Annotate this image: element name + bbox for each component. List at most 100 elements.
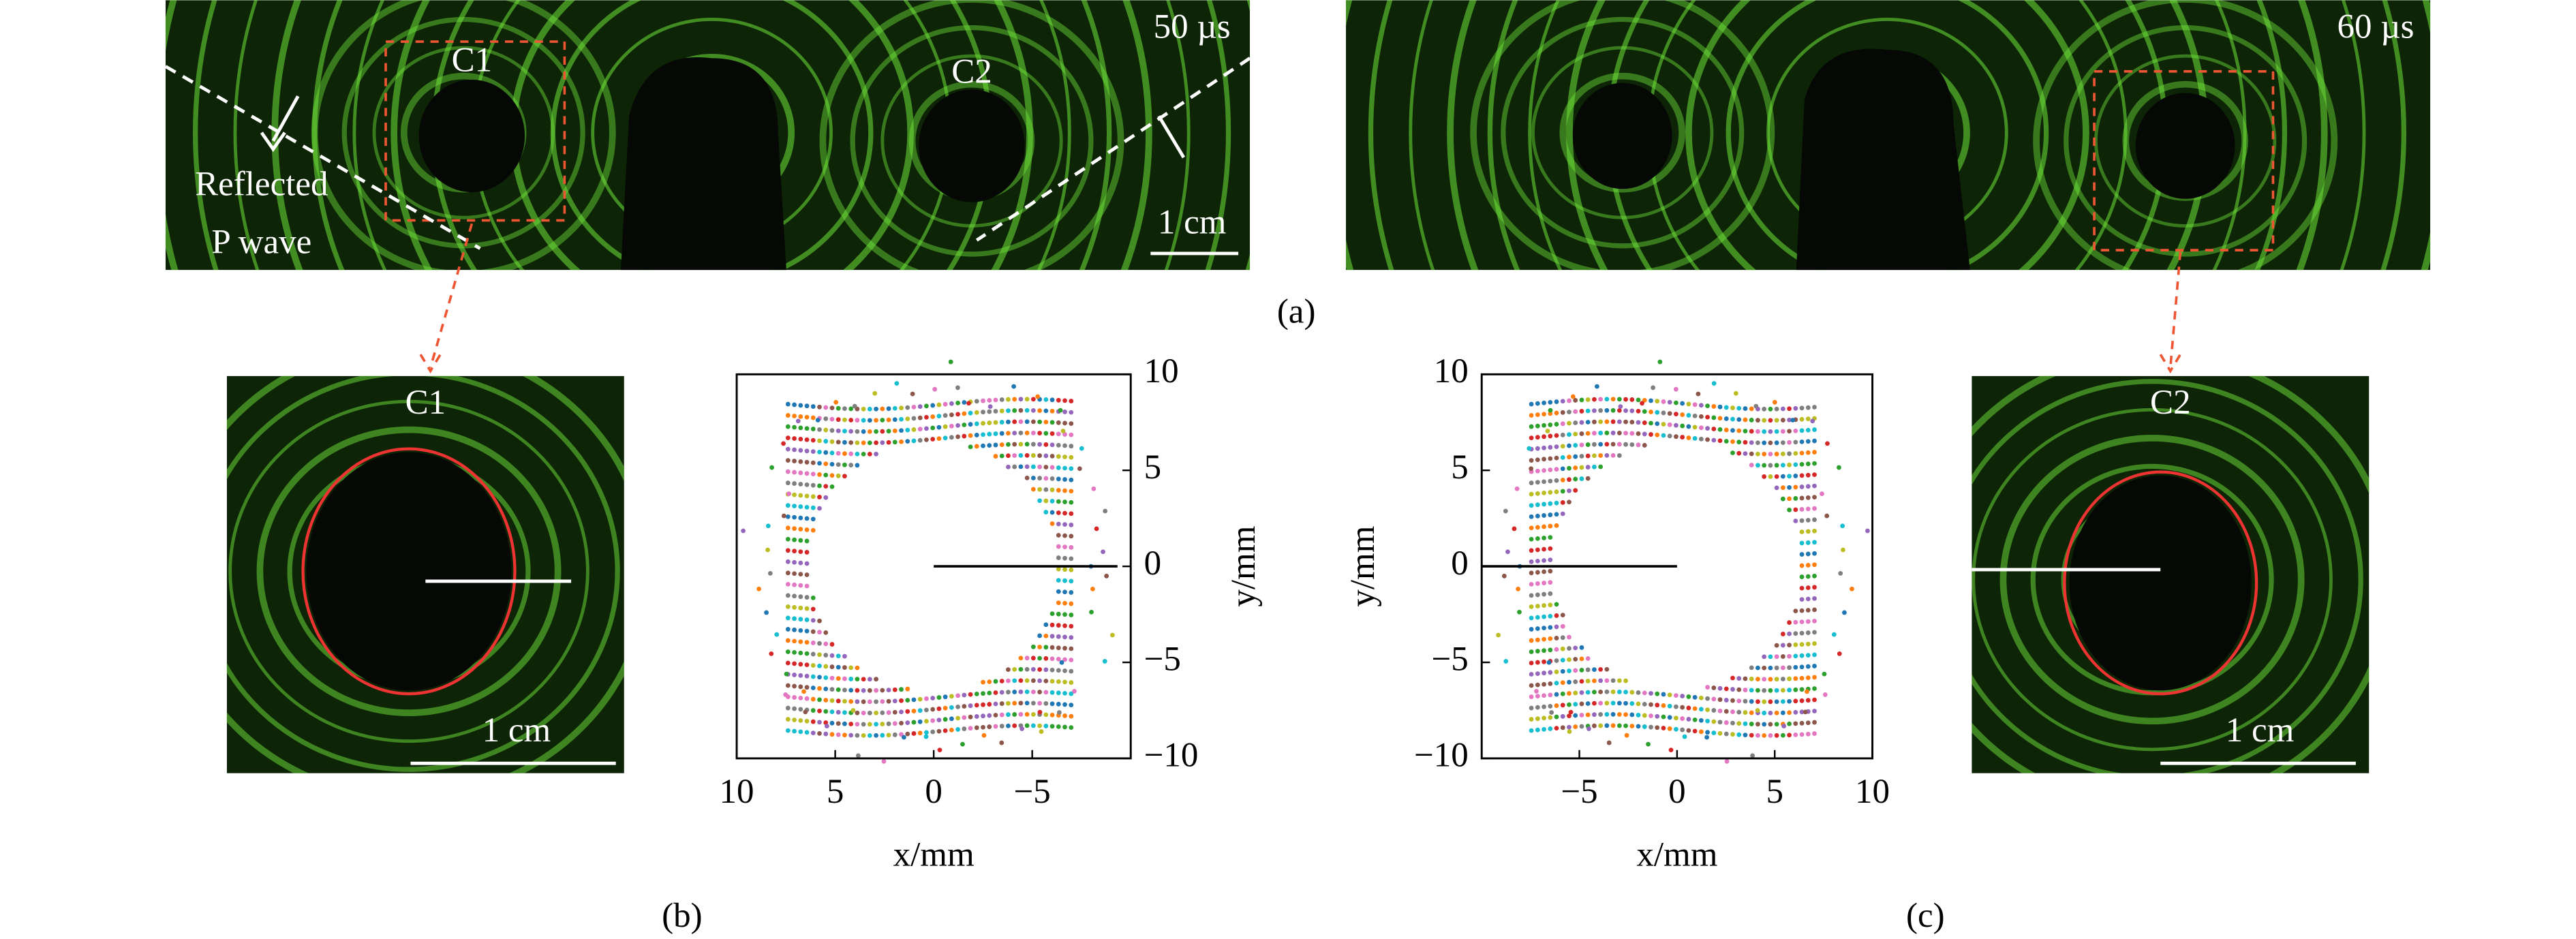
node	[798, 448, 803, 453]
node	[1592, 442, 1597, 447]
node	[1012, 666, 1017, 672]
node	[1529, 424, 1534, 429]
node	[924, 696, 929, 701]
node	[1812, 438, 1817, 444]
node	[1542, 400, 1546, 405]
node	[1592, 667, 1597, 672]
node	[1755, 722, 1760, 727]
node	[1535, 570, 1540, 575]
node	[1749, 440, 1754, 445]
node	[1692, 425, 1698, 430]
node	[1069, 444, 1074, 449]
wavefront	[880, 54, 1063, 228]
node	[867, 710, 872, 715]
node	[917, 730, 923, 736]
node	[899, 687, 904, 692]
node	[1805, 427, 1811, 433]
node	[835, 676, 841, 681]
node	[1006, 723, 1011, 728]
node	[1768, 406, 1773, 412]
node	[848, 463, 854, 467]
node	[1529, 604, 1534, 609]
node	[1567, 702, 1571, 707]
node	[1762, 654, 1767, 660]
node	[1799, 675, 1805, 681]
node	[1787, 474, 1792, 479]
node	[923, 734, 929, 739]
node	[930, 729, 936, 735]
node	[955, 385, 960, 390]
node	[1069, 725, 1074, 730]
node	[1018, 430, 1024, 435]
node	[1072, 689, 1077, 694]
node	[1090, 586, 1095, 591]
node	[1024, 407, 1030, 413]
node	[1805, 563, 1811, 568]
node	[1535, 491, 1540, 496]
node	[1585, 679, 1591, 683]
node	[1579, 713, 1584, 718]
node	[1680, 705, 1685, 710]
node	[798, 527, 803, 532]
node	[1692, 728, 1698, 734]
node	[861, 418, 866, 423]
x-tick-label: 5	[1766, 773, 1783, 811]
node	[1698, 707, 1704, 712]
node	[1812, 585, 1817, 590]
node	[1069, 489, 1074, 494]
node	[835, 405, 841, 411]
node	[835, 687, 841, 692]
photo	[1346, 0, 2431, 271]
node	[1049, 712, 1055, 718]
node	[949, 727, 954, 733]
node	[1548, 647, 1553, 653]
node	[1799, 574, 1805, 579]
node	[833, 399, 839, 405]
node	[804, 448, 810, 454]
node	[1043, 420, 1049, 425]
y-tick-label: 5	[1144, 448, 1162, 487]
node	[1062, 634, 1067, 640]
node	[1037, 487, 1043, 492]
node	[1743, 429, 1748, 434]
node	[1535, 682, 1540, 688]
node	[1755, 699, 1760, 705]
node	[1012, 690, 1017, 694]
node	[1799, 461, 1805, 467]
node	[1579, 431, 1584, 436]
node	[1062, 702, 1067, 707]
node	[804, 538, 810, 544]
node	[1529, 672, 1534, 677]
node	[1805, 472, 1811, 478]
node	[1680, 412, 1685, 417]
node	[911, 416, 917, 421]
node	[1062, 724, 1067, 730]
node	[823, 630, 829, 635]
node	[1787, 429, 1792, 434]
y-axis-label: y/mm	[1344, 526, 1382, 607]
node	[1573, 724, 1578, 729]
node	[1542, 467, 1546, 473]
node	[880, 688, 885, 693]
wavefront	[372, 46, 555, 219]
node	[1604, 689, 1610, 694]
node	[1812, 573, 1817, 579]
node	[1787, 733, 1792, 738]
x-tick-label: 5	[827, 773, 844, 811]
node	[1069, 477, 1074, 482]
node	[1805, 551, 1811, 557]
node	[1592, 678, 1597, 683]
node	[1062, 544, 1067, 550]
node	[1787, 440, 1792, 445]
cavity	[306, 452, 512, 691]
node	[1812, 495, 1817, 500]
node	[1743, 406, 1748, 411]
node	[1768, 733, 1773, 738]
wavefront	[1528, 0, 2247, 271]
node	[1680, 694, 1685, 698]
node	[1567, 668, 1571, 673]
node	[1043, 476, 1049, 481]
node	[1585, 442, 1591, 447]
node	[829, 428, 835, 433]
node	[905, 731, 910, 737]
